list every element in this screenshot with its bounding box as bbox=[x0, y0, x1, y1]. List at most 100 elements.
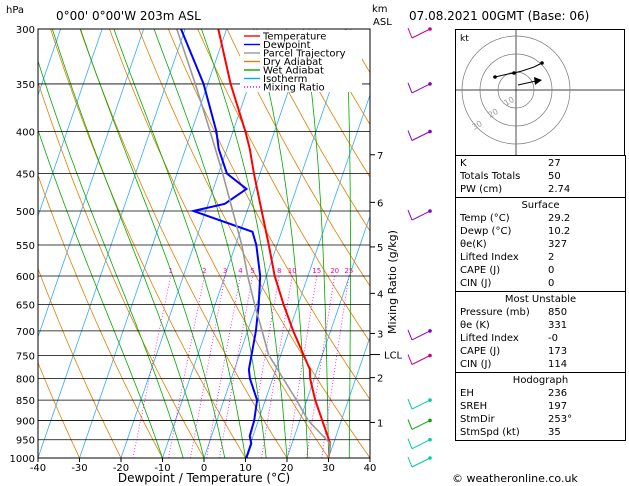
index-row-pw: PW (cm) 2.74 bbox=[456, 183, 625, 196]
wind-barb-staff bbox=[411, 330, 431, 341]
wind-barb-base bbox=[428, 329, 432, 333]
isotherm-line bbox=[328, 335, 370, 458]
pressure-tick-label: 850 bbox=[16, 396, 35, 407]
index-value: 327 bbox=[548, 239, 568, 250]
km-tick-label: 1 bbox=[377, 418, 383, 429]
km-tick-label: 6 bbox=[377, 198, 383, 209]
legend-entry: Dry Adiabat bbox=[263, 57, 322, 68]
dry-adiabat-line bbox=[285, 29, 370, 179]
wind-barb-flag bbox=[407, 419, 413, 430]
hodograph-ring-label-30: 30 bbox=[471, 119, 484, 132]
index-row-totals: Totals Totals 50 bbox=[456, 170, 625, 183]
dry-adiabat-line bbox=[38, 361, 80, 458]
wind-barb-staff bbox=[411, 131, 431, 141]
mixing-ratio-label: 15 bbox=[312, 267, 321, 275]
dry-adiabat-line bbox=[226, 29, 370, 287]
x-tick-label: 40 bbox=[364, 463, 377, 474]
index-value: 253° bbox=[548, 414, 573, 425]
mixing-ratio-line bbox=[190, 275, 226, 458]
index-key: SREH bbox=[460, 401, 488, 412]
km-tick-label: 2 bbox=[377, 374, 383, 385]
most-unstable-section: Most Unstable Pressure (mb) 850 θe (K) 3… bbox=[456, 291, 625, 372]
x-tick-label: 20 bbox=[281, 463, 294, 474]
surface-row: Dewp (°C) 10.2 bbox=[456, 225, 625, 238]
pressure-tick-label: 650 bbox=[16, 301, 35, 312]
hodograph-ring-30 bbox=[461, 35, 571, 145]
surface-row: Lifted Index 2 bbox=[456, 251, 625, 264]
index-value: 114 bbox=[548, 359, 568, 370]
wind-barb-staff bbox=[411, 83, 431, 94]
indices-panel: K 27 Totals Totals 50 PW (cm) 2.74 Surfa… bbox=[455, 155, 626, 441]
surface-row: CAPE (J) 0 bbox=[456, 264, 625, 277]
mixing-ratio-label: 20 bbox=[330, 267, 339, 275]
pressure-tick-label: 450 bbox=[16, 169, 35, 180]
mixing-ratio-label: 25 bbox=[344, 267, 353, 275]
pressure-tick-label: 350 bbox=[16, 80, 35, 91]
wind-barb-staff bbox=[411, 439, 431, 450]
km-tick-label: 4 bbox=[377, 289, 383, 300]
wind-barb-flag bbox=[407, 130, 413, 141]
isotherm-line bbox=[79, 29, 228, 458]
most-unstable-title: Most Unstable bbox=[504, 294, 577, 305]
mu-row: Pressure (mb) 850 bbox=[456, 306, 625, 319]
x-tick-label: -10 bbox=[154, 463, 170, 474]
mixing-ratio-line bbox=[247, 275, 280, 458]
x-tick-label: 30 bbox=[322, 463, 335, 474]
index-value: 331 bbox=[548, 320, 568, 331]
index-value: 2.74 bbox=[548, 184, 571, 195]
wind-barb-flag bbox=[407, 27, 413, 39]
pressure-tick-label: 950 bbox=[16, 436, 35, 447]
hodograph-storm-arrowhead bbox=[534, 77, 542, 85]
legend-box bbox=[240, 30, 362, 92]
copyright-link[interactable]: © weatheronline.co.uk bbox=[452, 472, 578, 485]
index-value: 236 bbox=[548, 388, 568, 399]
pressure-unit-label: hPa bbox=[6, 5, 25, 16]
x-tick-label: 0 bbox=[201, 463, 207, 474]
wind-barb-base bbox=[428, 27, 432, 31]
hodograph-kt-label: kt bbox=[460, 34, 469, 44]
x-tick-label: 10 bbox=[239, 463, 252, 474]
mixing-ratio-label: 4 bbox=[238, 267, 243, 275]
wind-barb-flag bbox=[407, 209, 413, 221]
index-row-k: K 27 bbox=[456, 157, 625, 170]
mixing-ratio-label: 5 bbox=[250, 267, 254, 275]
index-value: 35 bbox=[548, 427, 561, 438]
wind-barb-staff bbox=[411, 420, 431, 430]
index-key: CAPE (J) bbox=[460, 346, 501, 357]
index-key: Lifted Index bbox=[460, 333, 519, 344]
wind-barb-base bbox=[428, 82, 432, 86]
dry-adiabat-line bbox=[256, 29, 370, 232]
wind-barb-base bbox=[428, 398, 432, 402]
hodo-row: EH 236 bbox=[456, 387, 625, 400]
date-stamp: 07.08.2021 00GMT (Base: 06) bbox=[409, 9, 590, 23]
mu-row: CIN (J) 114 bbox=[456, 358, 625, 371]
wind-barb-base bbox=[428, 437, 432, 442]
wind-barb-staff bbox=[411, 28, 431, 39]
km-tick-label: 5 bbox=[377, 243, 383, 254]
isotherm-line bbox=[245, 93, 370, 458]
hodograph-point-low bbox=[493, 75, 497, 79]
hodograph-title: Hodograph bbox=[512, 375, 569, 386]
index-value: 10.2 bbox=[548, 226, 571, 237]
km-unit-label: km bbox=[372, 4, 388, 15]
asl-unit-label: ASL bbox=[373, 17, 392, 28]
wind-barb-flag bbox=[407, 438, 413, 449]
x-tick-label: -40 bbox=[30, 463, 46, 474]
pressure-tick-label: 600 bbox=[16, 272, 35, 283]
surface-section: Surface Temp (°C) 29.2 Dewp (°C) 10.2 θe… bbox=[456, 197, 625, 291]
hodograph-ring-20 bbox=[479, 53, 553, 127]
index-key: CAPE (J) bbox=[460, 265, 501, 276]
hodo-row: SREH 197 bbox=[456, 400, 625, 413]
pressure-tick-label: 900 bbox=[16, 416, 35, 427]
surface-row: Temp (°C) 29.2 bbox=[456, 212, 625, 225]
x-tick-label: -30 bbox=[71, 463, 87, 474]
index-key: EH bbox=[460, 388, 474, 399]
wind-barb-base bbox=[428, 209, 432, 213]
index-value: 27 bbox=[548, 158, 561, 169]
index-key: Totals Totals bbox=[460, 171, 521, 182]
isotherm-line bbox=[38, 29, 145, 339]
wind-barb-staff bbox=[411, 457, 431, 468]
series-parcel-trajectory-line bbox=[176, 29, 332, 458]
legend-entry: Mixing Ratio bbox=[263, 83, 325, 94]
